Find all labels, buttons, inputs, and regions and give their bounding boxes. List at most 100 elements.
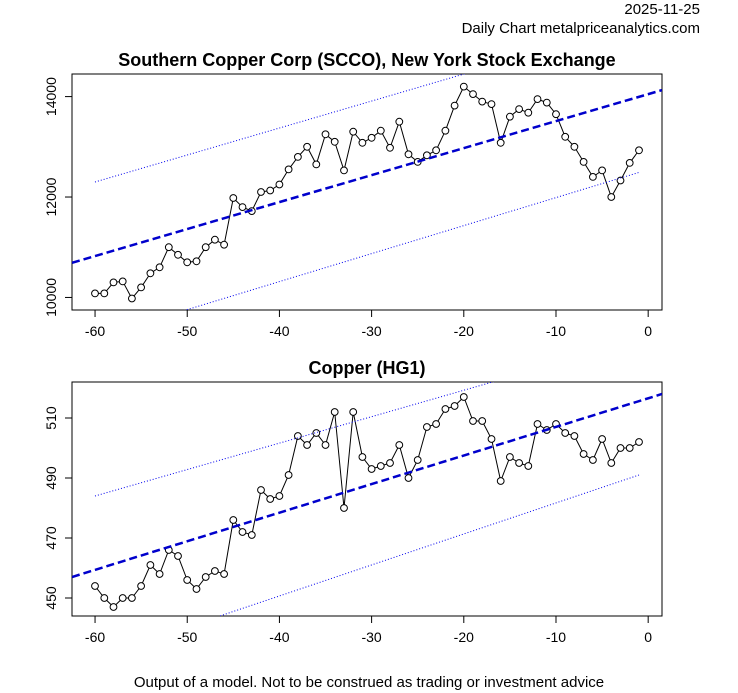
price-point [118, 277, 127, 286]
plot-area [72, 382, 662, 616]
price-point [201, 243, 210, 252]
trend-line [72, 392, 662, 579]
price-point [321, 441, 330, 449]
price-point [312, 429, 321, 437]
price-point [155, 570, 164, 578]
price-point [579, 158, 588, 166]
y-tick-label: 470 [43, 526, 59, 550]
price-point [570, 142, 579, 151]
x-tick-label: -60 [85, 323, 105, 339]
price-point [238, 528, 247, 536]
upper-band-line [94, 74, 466, 183]
x-tick-label: -30 [361, 323, 381, 339]
price-point [423, 151, 431, 160]
price-point [506, 112, 514, 121]
price-point [589, 173, 597, 181]
price-point [515, 459, 523, 467]
price-line [94, 396, 640, 608]
price-point [247, 531, 256, 539]
price-point [284, 165, 293, 174]
chart-source: Daily Chart metalpriceanalytics.com [461, 20, 700, 37]
price-point [220, 240, 229, 249]
price-point [367, 465, 376, 473]
price-point [478, 417, 487, 425]
price-point [201, 573, 210, 581]
price-point [413, 456, 422, 464]
price-point [598, 435, 606, 443]
price-point [441, 405, 450, 413]
plot-frame [71, 381, 663, 617]
price-point [404, 150, 413, 159]
price-point [635, 438, 643, 446]
price-point [506, 453, 514, 461]
price-point [266, 495, 275, 503]
price-point [524, 108, 533, 117]
price-point [183, 576, 192, 584]
price-point [496, 138, 505, 147]
x-tick-label: -40 [269, 323, 289, 339]
upper-band-line [94, 382, 495, 497]
price-point [294, 153, 302, 161]
x-tick-label: -50 [177, 629, 197, 645]
price-point [579, 450, 588, 458]
price-line [95, 85, 640, 300]
price-point [423, 423, 431, 431]
price-point [330, 408, 339, 416]
chart-panel-2: Copper (HG1) -60 -50 -40 -30 -20 -10 0 450 470 490… [43, 358, 663, 645]
price-point [266, 186, 275, 195]
price-point [164, 243, 173, 252]
price-point [515, 105, 523, 113]
y-tick-label: 12000 [43, 177, 59, 216]
price-point [340, 504, 348, 512]
price-point [598, 166, 606, 175]
price-point [376, 126, 385, 135]
price-point [211, 567, 219, 575]
price-point [137, 582, 146, 590]
price-point [220, 570, 229, 578]
chart-title: Southern Copper Corp (SCCO), New York St… [118, 50, 615, 70]
price-point [321, 130, 330, 139]
price-point [533, 95, 542, 103]
price-point [137, 283, 146, 292]
price-point [386, 459, 394, 467]
y-tick-label: 510 [43, 406, 59, 430]
price-point [450, 402, 459, 410]
y-tick-label: 490 [43, 466, 59, 490]
price-point [432, 146, 441, 155]
price-point [146, 269, 155, 278]
x-tick-label: 0 [644, 629, 652, 645]
price-point [616, 444, 625, 452]
chart-date: 2025-11-25 [624, 1, 700, 18]
price-point [155, 263, 164, 272]
x-tick-label: -20 [454, 323, 474, 339]
price-point [91, 289, 99, 298]
price-point [303, 441, 312, 449]
chart-panel-1: Southern Copper Corp (SCCO), New York St… [43, 50, 663, 339]
price-point [395, 441, 404, 449]
x-tick-label: -40 [269, 629, 289, 645]
price-point [459, 393, 468, 401]
price-point [128, 294, 136, 303]
price-point [211, 235, 219, 244]
price-point [395, 117, 404, 126]
disclaimer: Output of a model. Not to be construed a… [133, 674, 605, 691]
x-tick-label: -50 [177, 323, 197, 339]
price-point [192, 585, 201, 593]
price-point [432, 420, 441, 428]
plot-frame [71, 73, 663, 311]
price-point [340, 166, 348, 175]
price-point [257, 486, 265, 494]
price-point [174, 552, 182, 560]
price-point [542, 98, 551, 107]
price-point [533, 420, 542, 428]
price-point [349, 408, 358, 416]
price-point [607, 459, 616, 467]
price-point [229, 516, 238, 524]
price-point [404, 474, 413, 482]
price-point [561, 429, 570, 437]
y-tick-label: 14000 [43, 77, 59, 116]
price-point [635, 146, 643, 155]
price-point [589, 456, 597, 464]
price-point [238, 203, 247, 212]
